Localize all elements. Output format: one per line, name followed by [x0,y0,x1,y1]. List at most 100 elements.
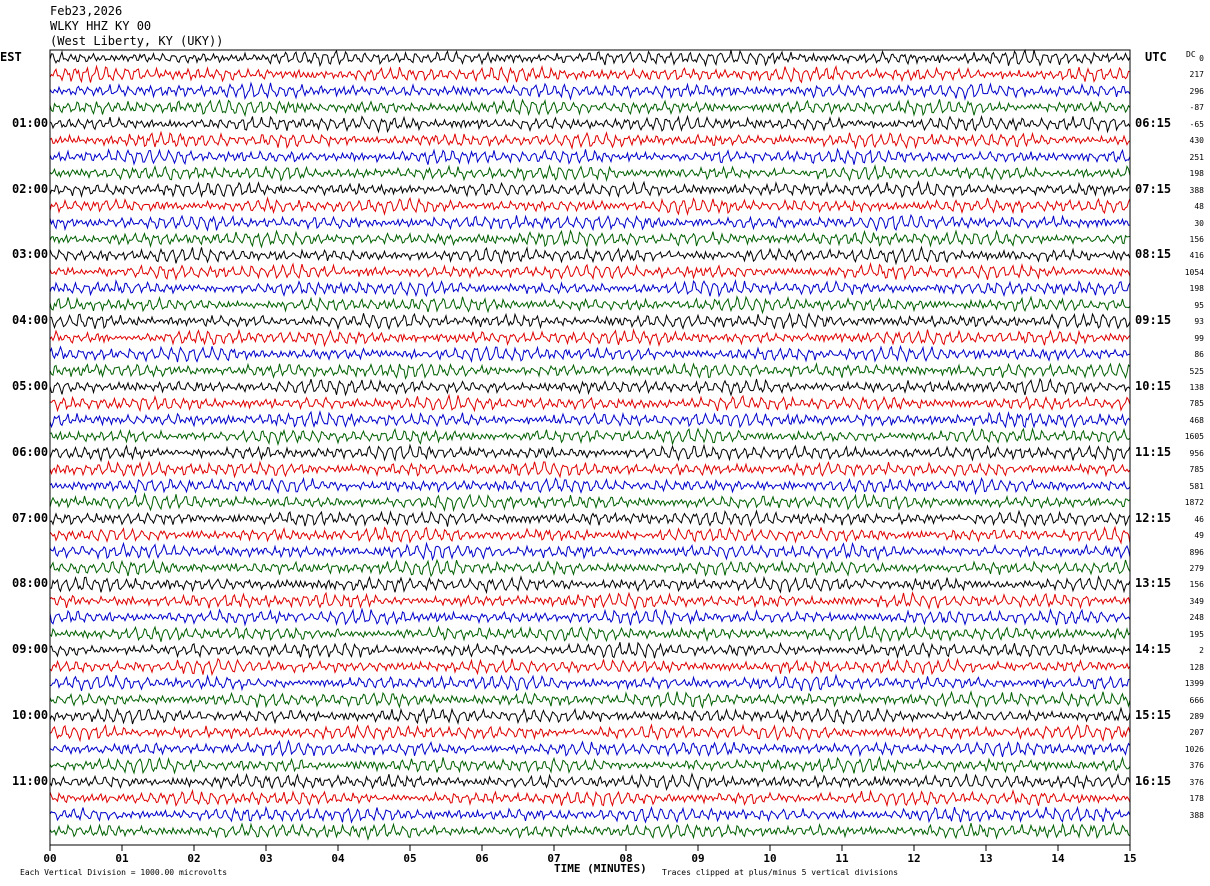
dc-offset-value: 430 [1189,136,1204,146]
dc-offset-value: 49 [1194,531,1204,541]
right-time-label: 15:15 [1135,708,1172,722]
left-time-label: 06:00 [12,444,49,459]
trace-line [49,607,1131,627]
trace-line [49,525,1131,545]
x-tick-label: 01 [115,852,129,865]
x-tick-label: 13 [979,852,992,865]
x-tick-label: 05 [403,852,416,865]
trace-group [49,48,1131,841]
dc-offset-value: 666 [1189,695,1204,705]
right-time-label: 16:15 [1135,773,1172,788]
trace-line [49,591,1131,611]
right-time-label: 09:15 [1135,313,1172,328]
trace-line [49,81,1131,101]
dc-offset-value: 289 [1189,712,1204,721]
x-axis-title: TIME (MINUTES) [554,862,647,875]
dc-offset-value: 896 [1189,547,1204,557]
dc-offset-value: 468 [1189,415,1204,425]
trace-line [49,772,1131,792]
x-tick-label: 10 [763,852,776,865]
dc-offset-value: 99 [1194,333,1204,343]
trace-line [49,476,1131,496]
trace-line [49,328,1131,348]
x-tick-label: 11 [835,852,849,865]
dc-offset-value: 1026 [1184,744,1204,754]
trace-line [49,377,1131,397]
dc-header: DC [1186,50,1196,59]
dc-offset-value: 178 [1189,794,1204,804]
x-tick-label: 12 [907,852,920,865]
dc-offset-value: 2 [1199,646,1204,656]
dc-offset-value: 525 [1189,366,1204,376]
left-time-label: 03:00 [12,247,49,262]
dc-offset-value: 217 [1189,70,1204,80]
dc-offset-value: 95 [1194,300,1204,310]
trace-line [49,558,1131,578]
trace-line [49,788,1131,808]
right-time-label: 07:15 [1135,181,1172,196]
x-tick-label: 03 [259,852,272,865]
dc-offset-value: 138 [1189,383,1204,392]
dc-offset-value: 785 [1189,465,1204,475]
trace-line [49,443,1131,463]
right-time-label: 14:15 [1135,642,1172,657]
left-time-label: 08:00 [12,576,49,591]
trace-line [49,690,1131,709]
trace-line [49,362,1131,380]
left-time-label: 10:00 [12,708,49,722]
dc-offset-value: 48 [1194,202,1204,212]
trace-line [49,673,1131,692]
left-time-label: 05:00 [12,379,49,393]
x-tick-label: 07 [547,852,560,865]
trace-line [49,723,1131,743]
right-timezone-label: UTC [1145,50,1167,64]
trace-line [49,492,1131,513]
trace-line [49,130,1131,151]
right-time-label: 11:15 [1135,444,1172,459]
dc-offset-value: 0 [1199,54,1204,63]
dc-offset-value: 46 [1194,514,1204,524]
trace-line [49,625,1131,644]
trace-line [49,261,1131,281]
trace-line [49,180,1131,199]
x-tick-label: 02 [187,852,200,865]
time-axis: 00 01 02 03 04 05 06 07 08 09 10 11 12 13 14 15 [43,49,1137,865]
location-label: (West Liberty, KY (UKY)) [50,34,224,48]
trace-line [49,114,1131,134]
right-time-label: 12:15 [1135,510,1172,525]
date-label: Feb23,2026 [50,4,123,18]
x-tick-label: 00 [43,852,56,865]
trace-line [49,147,1131,166]
trace-line [50,312,1131,331]
dc-offset-value: 785 [1189,399,1204,409]
dc-offset-value: 279 [1189,563,1204,573]
dc-offset-value: -87 [1189,103,1204,113]
dc-offset-value: 30 [1194,218,1204,228]
x-tick-label: 06 [475,852,489,865]
dc-offset-value: 1399 [1184,679,1204,689]
right-time-label: 06:15 [1135,115,1172,130]
dc-offset-value: 349 [1189,596,1204,606]
dc-offset-value: 416 [1189,251,1204,261]
trace-line [49,575,1131,595]
dc-offset-value: 198 [1189,284,1204,294]
dc-offset-value: 296 [1189,86,1204,96]
left-time-label: 04:00 [12,313,49,328]
dc-offset-value: 1605 [1184,432,1204,442]
clipping-note: Traces clipped at plus/minus 5 vertical … [662,868,899,877]
trace-line [49,98,1131,118]
dc-offset-value: 93 [1194,317,1204,327]
dc-offset-value: 388 [1189,810,1204,820]
right-time-label: 13:15 [1135,576,1172,591]
x-tick-label: 08 [619,852,632,865]
trace-line [49,755,1131,775]
dc-offset-value: 956 [1189,448,1204,458]
trace-line [49,509,1131,528]
trace-line [49,427,1131,447]
plot-frame [49,49,1131,846]
x-tick-label: 15 [1123,852,1136,865]
trace-line [49,706,1131,725]
trace-line [49,657,1131,677]
trace-line [49,48,1131,68]
trace-line [49,641,1131,659]
